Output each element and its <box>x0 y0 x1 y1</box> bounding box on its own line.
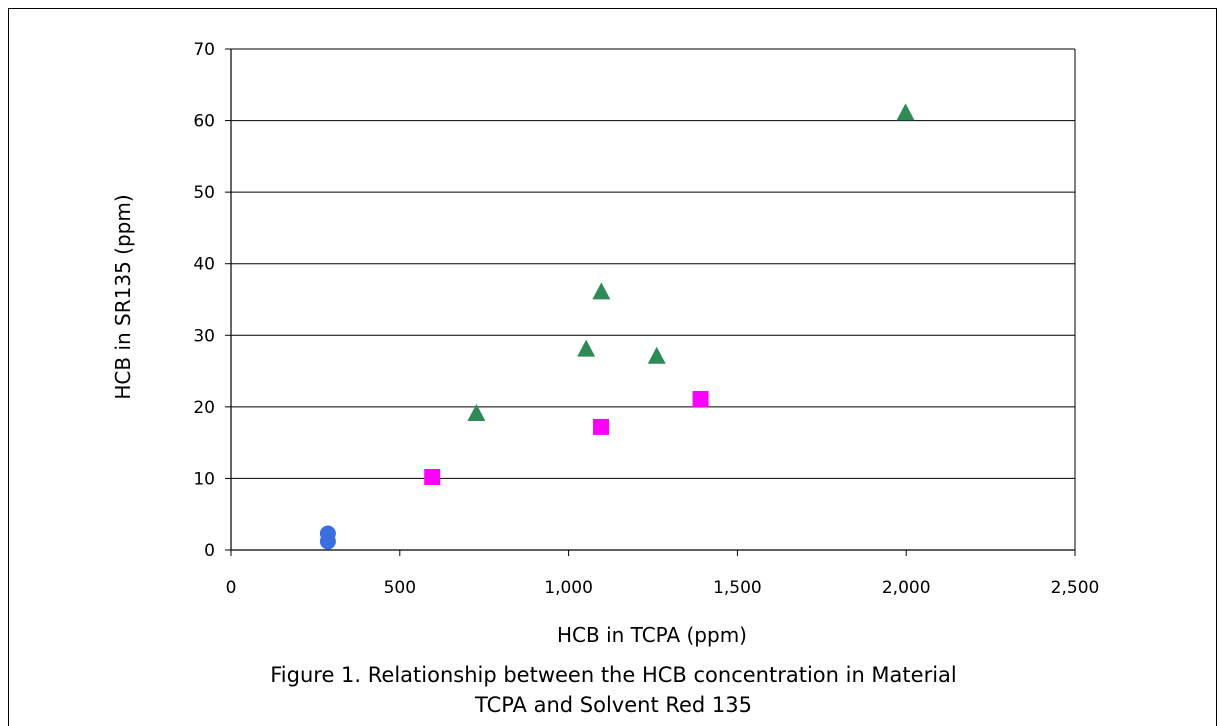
caption-line-2: TCPA and Solvent Red 135 <box>474 693 753 717</box>
y-axis-label: HCB in SR135 (ppm) <box>111 194 135 399</box>
data-point-triangle <box>577 339 596 357</box>
figure-frame <box>8 8 1217 726</box>
y-tick-label: 30 <box>193 326 215 346</box>
y-tick-label: 40 <box>193 255 215 275</box>
data-point-triangle <box>592 282 611 300</box>
data-point-triangle <box>467 404 486 422</box>
y-tick-labels: 0 10 20 30 40 50 60 70 <box>193 40 215 561</box>
grid-lines <box>231 48 1075 479</box>
x-tick-label: 2,500 <box>1051 578 1100 598</box>
x-tick-label: 500 <box>384 578 416 598</box>
x-axis-label: HCB in TCPA (ppm) <box>557 623 747 647</box>
y-tick-label: 20 <box>193 398 215 418</box>
data-point-square <box>593 418 610 435</box>
data-point-square <box>692 390 709 407</box>
data-point-circle <box>319 533 336 550</box>
y-tick-label: 0 <box>204 541 215 561</box>
figure-caption: Figure 1. Relationship between the HCB c… <box>0 660 1227 720</box>
x-tick-label: 1,000 <box>544 578 593 598</box>
scatter-chart: 0 500 1,000 1,500 2,000 2,500 0 10 20 30 40 50 60 70… <box>111 40 1100 647</box>
data-point-triangle <box>896 103 915 121</box>
y-tick-label: 50 <box>193 183 215 203</box>
axes <box>225 48 1076 556</box>
y-tick-label: 60 <box>193 112 215 132</box>
x-tick-labels: 0 500 1,000 1,500 2,000 2,500 <box>226 578 1100 598</box>
data-points <box>319 103 915 550</box>
y-tick-label: 10 <box>193 469 215 489</box>
x-tick-label: 0 <box>226 578 237 598</box>
x-tick-label: 1,500 <box>713 578 762 598</box>
data-point-square <box>424 468 441 485</box>
x-tick-label: 2,000 <box>882 578 931 598</box>
caption-line-1: Figure 1. Relationship between the HCB c… <box>270 663 957 687</box>
y-tick-label: 70 <box>193 40 215 60</box>
data-point-triangle <box>647 346 666 364</box>
